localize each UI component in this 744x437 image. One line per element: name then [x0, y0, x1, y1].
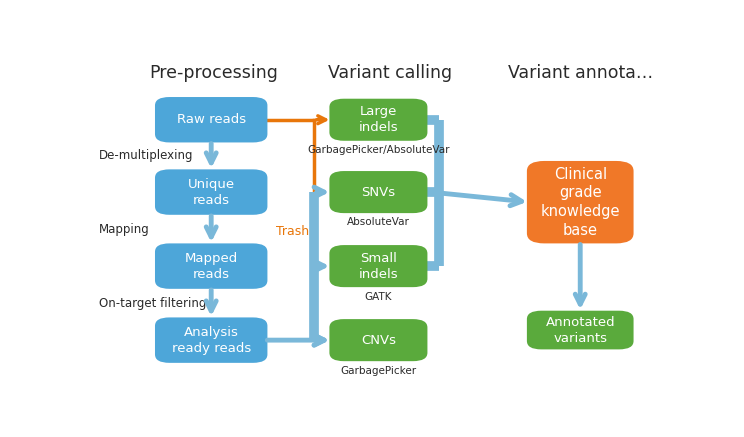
Text: Annotated
variants: Annotated variants [545, 316, 615, 344]
Text: AbsoluteVar: AbsoluteVar [347, 218, 410, 228]
FancyBboxPatch shape [330, 245, 427, 287]
FancyBboxPatch shape [330, 99, 427, 141]
Text: GarbagePicker/AbsoluteVar: GarbagePicker/AbsoluteVar [307, 145, 449, 155]
Text: Clinical
grade
knowledge
base: Clinical grade knowledge base [540, 167, 620, 238]
Text: GATK: GATK [365, 291, 392, 302]
Text: Analysis
ready reads: Analysis ready reads [172, 326, 251, 355]
Text: GarbagePicker: GarbagePicker [340, 365, 417, 375]
FancyBboxPatch shape [155, 170, 267, 215]
Text: Variant annota…: Variant annota… [507, 64, 652, 82]
Text: CNVs: CNVs [361, 333, 396, 347]
Text: De-multiplexing: De-multiplexing [99, 149, 193, 162]
Text: Large
indels: Large indels [359, 105, 398, 134]
FancyBboxPatch shape [527, 311, 634, 350]
FancyBboxPatch shape [155, 317, 267, 363]
Text: Mapping: Mapping [99, 222, 150, 236]
Text: On-target filtering: On-target filtering [99, 297, 206, 310]
Text: Mapped
reads: Mapped reads [185, 252, 238, 281]
Text: Unique
reads: Unique reads [187, 177, 235, 207]
FancyBboxPatch shape [330, 171, 427, 213]
Text: Variant calling: Variant calling [328, 64, 452, 82]
Text: SNVs: SNVs [362, 186, 396, 198]
FancyBboxPatch shape [155, 97, 267, 142]
FancyBboxPatch shape [527, 161, 634, 243]
Text: Pre-processing: Pre-processing [150, 64, 278, 82]
Text: Raw reads: Raw reads [176, 113, 246, 126]
Text: Small
indels: Small indels [359, 252, 398, 281]
FancyBboxPatch shape [330, 319, 427, 361]
FancyBboxPatch shape [155, 243, 267, 289]
Text: Trash: Trash [276, 225, 310, 238]
